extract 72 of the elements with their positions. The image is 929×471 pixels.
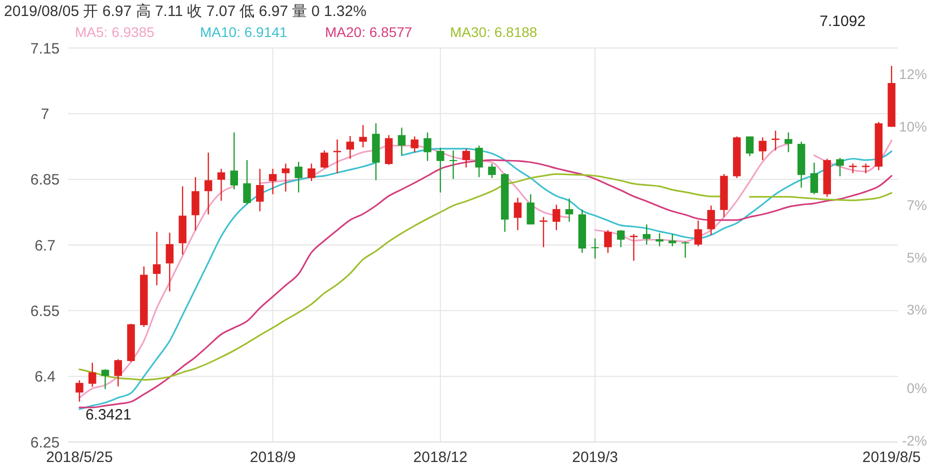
candlestick [346,135,354,160]
candlestick [604,230,612,254]
candlestick [76,380,84,402]
annotation: 6.3421 [85,406,132,424]
candlestick [526,194,534,226]
y2-tick-label: 3% [906,302,927,318]
y-tick-label: 7 [40,106,50,123]
candlestick [668,233,676,247]
candlestick [410,136,418,153]
x-tick-label: 2018/5/25 [46,449,113,466]
candlestick [746,136,754,157]
candlestick [694,220,702,247]
candlestick [294,161,302,194]
x-tick-label: 2019/3 [572,449,618,466]
text: 2019/08/05 开 6.97 高 7.11 收 7.07 低 6.97 量 0 1.32% [4,3,366,20]
y2-tick-label: 12% [898,66,927,82]
text: MA10: 6.9141 [200,24,288,40]
y-tick-label: 6.25 [30,434,60,452]
candlestick [552,204,560,231]
candlestick [114,358,122,387]
annotation: 7.1092 [820,12,866,30]
candlestick [204,152,212,215]
candlestick [217,168,226,202]
candlestick [166,232,174,292]
x-tick-label: 2018/9 [250,449,296,466]
y2-tick-label: 7% [906,196,927,213]
candlestick [591,238,599,260]
candlestick [514,197,522,231]
candlestick [758,136,767,161]
y-tick-label: 6.4 [34,368,56,386]
text: MA30: 6.8188 [450,24,538,40]
candlestick [540,216,548,248]
candlestick [836,157,844,177]
candlestick [784,132,792,153]
candlestick [642,224,650,246]
candlestick [565,198,574,222]
candlestick [359,124,367,148]
candlestick [488,162,496,179]
candlestick [810,162,818,195]
candlestick [707,205,715,236]
candlestick [101,368,110,390]
candlestick [656,232,664,247]
candlestick [681,240,690,258]
x-tick-label: 2019/8/5 [862,449,921,466]
candlestick [230,132,238,190]
candlestick [243,159,251,205]
candlestick [616,230,625,248]
candlestick [398,127,406,156]
candlestick [475,145,483,178]
candlestick [772,130,780,152]
y-tick-label: 7.15 [30,40,60,58]
text: MA5: 6.9385 [75,24,155,40]
candlestick [462,148,470,168]
y2-tick-label: 0% [906,380,927,396]
candlestick [308,162,316,182]
y-tick-label: 6.85 [30,172,60,189]
candlestick [282,162,290,192]
y2-tick-label: -2% [902,432,927,449]
candlestick [320,150,328,169]
x-tick-label: 2018/12 [413,449,468,466]
y-tick-label: 6.7 [34,237,56,254]
candlestick [88,362,96,388]
candlestick [268,168,277,195]
y-tick-label: 6.55 [30,302,60,320]
candlestick [152,231,161,286]
y2-tick-label: 5% [906,249,927,266]
candlestick [256,168,264,212]
candlestick [424,132,432,162]
candlestick [449,150,458,180]
text: MA20: 6.8577 [325,24,412,40]
candlestick [436,147,444,194]
y2-tick-label: 10% [898,118,927,134]
